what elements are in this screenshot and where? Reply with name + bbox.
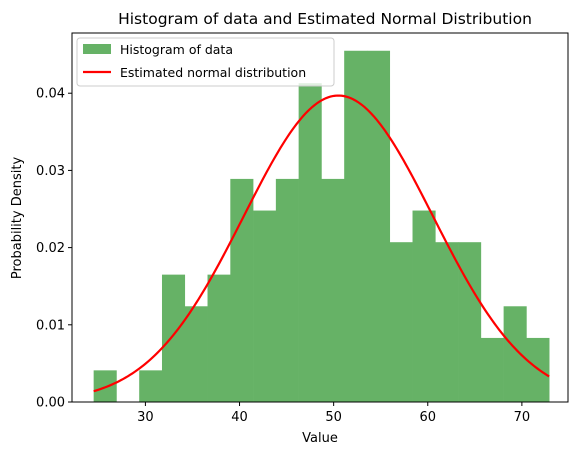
- legend: Histogram of data Estimated normal distr…: [76, 37, 335, 87]
- x-axis-ticks: 30 40 50 60 70: [137, 402, 530, 425]
- histogram-bar: [412, 210, 436, 402]
- histogram-bar: [435, 242, 459, 402]
- histogram-bar: [321, 178, 345, 402]
- histogram-bar: [458, 242, 482, 402]
- normal-curve: [93, 94, 550, 393]
- legend-swatch-histogram: [83, 44, 111, 54]
- x-tick-label: 70: [514, 410, 531, 425]
- histogram-bar: [161, 274, 186, 402]
- y-axis-ticks: 0.00 0.01 0.02 0.03 0.04: [36, 87, 72, 411]
- histogram-bar: [230, 178, 254, 402]
- y-tick-label: 0.01: [36, 318, 65, 333]
- histogram-bar: [298, 83, 322, 403]
- x-tick-label: 60: [419, 410, 436, 425]
- legend-label-histogram: Histogram of data: [120, 42, 233, 57]
- histogram-bar: [207, 274, 231, 402]
- x-axis-label: Value: [302, 431, 338, 446]
- legend-label-normal-curve: Estimated normal distribution: [120, 65, 306, 80]
- x-tick-label: 50: [325, 410, 342, 425]
- y-tick-label: 0.02: [36, 241, 65, 256]
- chart-title: Histogram of data and Estimated Normal D…: [118, 10, 532, 28]
- y-tick-label: 0.03: [36, 164, 65, 179]
- plot-frame: [71, 32, 569, 403]
- y-axis-label: Probability Density: [10, 157, 25, 280]
- histogram-bar: [389, 242, 413, 402]
- histogram-bar: [139, 370, 163, 402]
- x-tick-label: 40: [231, 410, 248, 425]
- histogram-bar: [253, 210, 277, 402]
- histogram-bar: [366, 50, 391, 402]
- histogram-bar: [480, 337, 504, 402]
- x-tick-label: 30: [137, 410, 154, 425]
- histogram-bar: [344, 50, 368, 402]
- histogram-bar: [275, 178, 299, 402]
- histogram-bar: [184, 306, 208, 402]
- histogram-bar: [503, 306, 527, 402]
- legend-box: [76, 37, 335, 87]
- histogram-bars: [93, 50, 550, 403]
- y-tick-label: 0.04: [36, 87, 65, 102]
- y-tick-label: 0.00: [36, 396, 65, 411]
